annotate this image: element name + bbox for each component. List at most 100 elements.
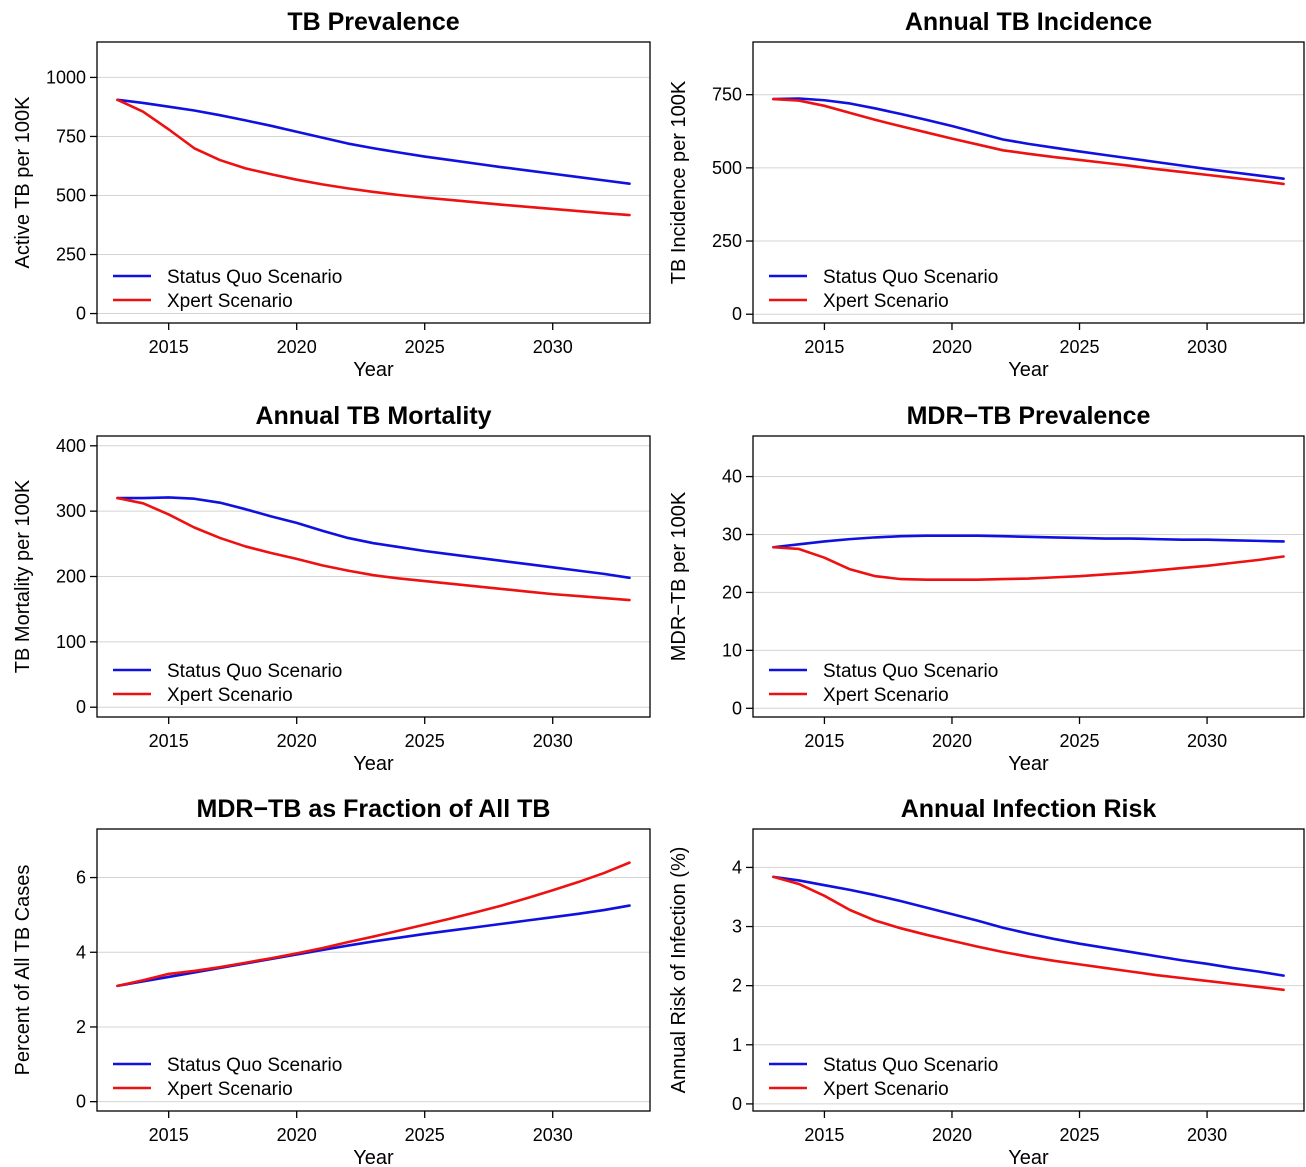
- panel-mdr-tb-prevalence: MDR−TB Prevalence Year MDR−TB per 100K 2…: [668, 402, 1305, 775]
- y-tick-label: 750: [56, 126, 86, 146]
- series-line-status-quo: [772, 534, 1285, 549]
- x-tick-label: 2020: [277, 731, 317, 751]
- y-tick-label: 400: [56, 436, 86, 456]
- chart-title: MDR−TB Prevalence: [907, 402, 1151, 430]
- plot-frame: [96, 828, 651, 1112]
- series-line-xpert: [116, 98, 631, 217]
- x-axis-label: Year: [353, 1147, 394, 1167]
- chart-title: MDR−TB as Fraction of All TB: [197, 795, 551, 823]
- y-tick-label: 1: [732, 1035, 742, 1055]
- x-tick-label: 2015: [149, 731, 189, 751]
- x-tick-label: 2020: [277, 337, 317, 357]
- x-tick-label: 2020: [932, 731, 972, 751]
- x-tick-label: 2030: [1187, 1125, 1227, 1145]
- series-line-status-quo: [116, 98, 631, 185]
- y-tick-label: 6: [76, 868, 86, 888]
- legend-label-xpert: Xpert Scenario: [823, 1079, 949, 1100]
- x-axis-label: Year: [1008, 753, 1049, 775]
- legend-label-xpert: Xpert Scenario: [167, 685, 293, 706]
- series-line-xpert: [772, 875, 1285, 992]
- legend-label-xpert: Xpert Scenario: [167, 1079, 293, 1100]
- y-tick-label: 2: [732, 976, 742, 996]
- x-tick-label: 2015: [149, 337, 189, 357]
- y-tick-label: 0: [76, 697, 86, 717]
- y-tick-label: 0: [76, 304, 86, 324]
- legend-label-status-quo: Status Quo Scenario: [823, 1055, 998, 1076]
- y-tick-label: 2: [76, 1017, 86, 1037]
- legend-label-xpert: Xpert Scenario: [823, 291, 949, 312]
- legend-label-status-quo: Status Quo Scenario: [167, 267, 342, 288]
- plot-frame: [96, 41, 651, 324]
- legend-label-status-quo: Status Quo Scenario: [823, 267, 998, 288]
- x-tick-label: 2030: [533, 1125, 573, 1145]
- panel-annual-tb-mortality: Annual TB Mortality Year TB Mortality pe…: [12, 402, 651, 775]
- panel-tb-prevalence: TB Prevalence Year Active TB per 100K 20…: [12, 8, 651, 381]
- y-tick-label: 30: [722, 524, 742, 544]
- y-tick-label: 4: [732, 857, 742, 877]
- y-axis-label: Percent of All TB Cases: [12, 865, 34, 1076]
- series-line-xpert: [116, 496, 631, 602]
- y-tick-label: 300: [56, 501, 86, 521]
- x-axis-label: Year: [353, 359, 394, 381]
- legend-label-xpert: Xpert Scenario: [167, 291, 293, 312]
- x-tick-label: 2025: [1059, 731, 1099, 751]
- y-tick-label: 40: [722, 467, 742, 487]
- y-tick-label: 0: [732, 1094, 742, 1114]
- legend-label-status-quo: Status Quo Scenario: [823, 661, 998, 682]
- y-tick-label: 20: [722, 582, 742, 602]
- series-line-status-quo: [116, 904, 631, 988]
- y-tick-label: 0: [732, 698, 742, 718]
- x-tick-label: 2020: [932, 1125, 972, 1145]
- y-tick-label: 1000: [46, 67, 86, 87]
- chart-title: Annual TB Incidence: [905, 8, 1152, 36]
- chart-title: TB Prevalence: [287, 8, 459, 36]
- x-tick-label: 2030: [533, 337, 573, 357]
- panel-annual-tb-incidence: Annual TB Incidence Year TB Incidence pe…: [668, 8, 1305, 381]
- x-tick-label: 2030: [1187, 731, 1227, 751]
- series-line-xpert: [772, 545, 1285, 581]
- x-tick-label: 2025: [405, 1125, 445, 1145]
- x-tick-label: 2020: [277, 1125, 317, 1145]
- x-axis-label: Year: [1008, 1147, 1049, 1167]
- panel-mdr-tb-fraction: MDR−TB as Fraction of All TB Year Percen…: [12, 795, 651, 1167]
- x-tick-label: 2015: [804, 1125, 844, 1145]
- y-axis-label: TB Mortality per 100K: [12, 479, 34, 673]
- y-axis-label: Active TB per 100K: [12, 96, 34, 269]
- y-tick-label: 500: [712, 158, 742, 178]
- x-axis-label: Year: [1008, 359, 1049, 381]
- x-tick-label: 2015: [804, 731, 844, 751]
- x-tick-label: 2015: [804, 337, 844, 357]
- y-axis-label: MDR−TB per 100K: [668, 491, 690, 661]
- x-tick-label: 2030: [1187, 337, 1227, 357]
- x-tick-label: 2030: [533, 731, 573, 751]
- x-tick-label: 2025: [405, 337, 445, 357]
- y-tick-label: 0: [76, 1092, 86, 1112]
- x-tick-label: 2025: [1059, 337, 1099, 357]
- y-axis-label: TB Incidence per 100K: [668, 80, 690, 284]
- series-line-status-quo: [116, 496, 631, 580]
- series-line-xpert: [772, 97, 1285, 186]
- y-tick-label: 10: [722, 640, 742, 660]
- y-tick-label: 200: [56, 567, 86, 587]
- plot-frame: [752, 828, 1305, 1112]
- series-line-status-quo: [772, 875, 1285, 977]
- chart-title: Annual TB Mortality: [255, 402, 491, 430]
- series-line-xpert: [116, 861, 631, 988]
- x-tick-label: 2025: [405, 731, 445, 751]
- x-tick-label: 2015: [149, 1125, 189, 1145]
- x-tick-label: 2020: [932, 337, 972, 357]
- legend-label-status-quo: Status Quo Scenario: [167, 661, 342, 682]
- y-tick-label: 500: [56, 185, 86, 205]
- y-tick-label: 3: [732, 917, 742, 937]
- panel-annual-infection-risk: Annual Infection Risk Year Annual Risk o…: [668, 795, 1305, 1167]
- legend-label-xpert: Xpert Scenario: [823, 685, 949, 706]
- y-tick-label: 0: [732, 304, 742, 324]
- y-axis-label: Annual Risk of Infection (%): [668, 847, 690, 1094]
- y-tick-label: 250: [712, 231, 742, 251]
- y-tick-label: 250: [56, 245, 86, 265]
- y-tick-label: 4: [76, 942, 86, 962]
- plot-frame: [752, 435, 1305, 718]
- chart-title: Annual Infection Risk: [901, 795, 1157, 823]
- x-tick-label: 2025: [1059, 1125, 1099, 1145]
